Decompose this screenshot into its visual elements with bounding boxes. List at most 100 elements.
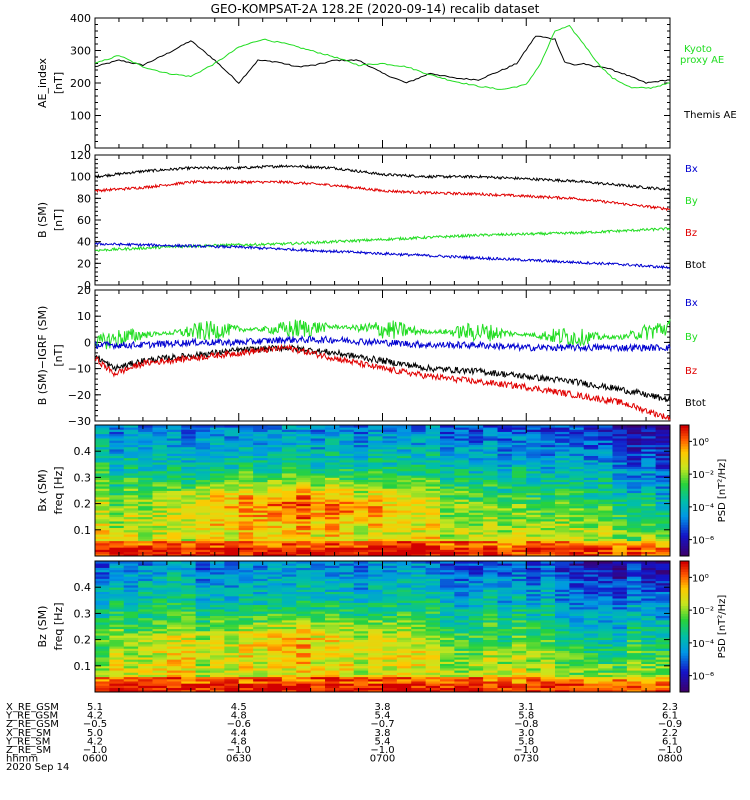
spectrogram-cell bbox=[95, 661, 110, 665]
spectrogram-cell bbox=[267, 449, 283, 452]
spectrogram-cell bbox=[238, 663, 254, 667]
spectrogram-cell bbox=[152, 477, 168, 480]
spectrogram-cell bbox=[497, 565, 513, 568]
spectrogram-cell bbox=[526, 490, 542, 494]
spectrogram-cell bbox=[267, 505, 283, 509]
spectrogram-cell bbox=[641, 486, 657, 489]
spectrogram-cell bbox=[210, 534, 225, 537]
spectrogram-cell bbox=[267, 578, 283, 582]
spectrogram-cell bbox=[152, 433, 168, 437]
spectrogram-cell bbox=[353, 593, 369, 597]
spectrogram-cell bbox=[224, 529, 240, 533]
spectrogram-cell bbox=[468, 606, 484, 610]
spectrogram-cell bbox=[396, 604, 412, 608]
spectrogram-cell bbox=[109, 687, 125, 691]
spectrogram-cell bbox=[569, 499, 585, 502]
spectrogram-cell bbox=[598, 444, 613, 448]
spectrogram-cell bbox=[224, 540, 240, 544]
spectrogram-cell bbox=[368, 440, 383, 443]
spectrogram-cell bbox=[454, 431, 470, 435]
spectrogram-cell bbox=[583, 477, 599, 480]
spectrogram-cell bbox=[641, 527, 657, 531]
spectrogram-cell bbox=[454, 453, 470, 456]
spectrogram-cell bbox=[224, 427, 240, 430]
spectrogram-cell bbox=[138, 685, 153, 689]
spectrogram-cell bbox=[368, 459, 383, 463]
spectrogram-cell bbox=[181, 488, 197, 491]
spectrogram-cell bbox=[396, 600, 412, 603]
spectrogram-cell bbox=[454, 582, 470, 586]
spectrogram-cell bbox=[497, 650, 513, 654]
spectrogram-cell bbox=[325, 540, 340, 544]
spectrogram-cell bbox=[468, 683, 484, 686]
spectrogram-cell bbox=[339, 585, 355, 588]
spectrogram-cell bbox=[569, 481, 585, 485]
spectrogram-cell bbox=[454, 685, 470, 689]
spectrogram-cell bbox=[109, 449, 125, 452]
spectrogram-cell bbox=[166, 685, 182, 689]
spectrogram-cell bbox=[281, 689, 297, 693]
spectrogram-cell bbox=[296, 529, 312, 533]
spectrogram-cell bbox=[396, 678, 412, 682]
y-tick-label: 0.2 bbox=[74, 498, 92, 511]
spectrogram-cell bbox=[468, 652, 484, 656]
spectrogram-cell bbox=[238, 606, 254, 610]
spectrogram-cell bbox=[138, 646, 153, 649]
spectrogram-cell bbox=[569, 440, 585, 443]
spectrogram-cell bbox=[555, 561, 570, 564]
spectrogram-cell bbox=[468, 576, 484, 579]
spectrogram-cell bbox=[368, 609, 383, 612]
spectrogram-cell bbox=[310, 438, 326, 441]
spectrogram-cell bbox=[109, 565, 125, 568]
spectrogram-cell bbox=[497, 503, 513, 507]
spectrogram-cell bbox=[281, 589, 297, 592]
spectrogram-cell bbox=[612, 449, 628, 452]
spectrogram-cell bbox=[440, 587, 455, 590]
spectrogram-cell bbox=[195, 615, 211, 619]
spectrogram-cell bbox=[382, 475, 398, 478]
spectrogram-cell bbox=[511, 547, 527, 550]
spectrogram-cell bbox=[353, 481, 369, 485]
spectrogram-cell bbox=[440, 674, 455, 678]
spectrogram-cell bbox=[152, 553, 168, 557]
spectrogram-cell bbox=[123, 516, 139, 520]
spectrogram-cell bbox=[497, 433, 513, 437]
spectrogram-cell bbox=[483, 615, 498, 619]
spectrogram-cell bbox=[339, 678, 355, 682]
spectrogram-cell bbox=[583, 462, 599, 465]
spectrogram-cell bbox=[497, 606, 513, 610]
spectrogram-cell bbox=[267, 466, 283, 470]
spectrogram-cell bbox=[224, 512, 240, 515]
spectrogram-cell bbox=[540, 589, 556, 592]
spectrogram-cell bbox=[296, 563, 312, 566]
spectrogram-cell bbox=[281, 585, 297, 588]
spectrogram-cell bbox=[238, 475, 254, 478]
spectrogram-cell bbox=[411, 652, 427, 656]
spectrogram-cell bbox=[339, 587, 355, 590]
spectrogram-cell bbox=[569, 626, 585, 630]
spectrogram-cell bbox=[655, 529, 671, 533]
spectrogram-cell bbox=[210, 442, 225, 446]
spectrogram-cell bbox=[454, 637, 470, 640]
spectrogram-cell bbox=[109, 593, 125, 597]
spectrogram-cell bbox=[526, 435, 542, 439]
spectrogram-cell bbox=[296, 542, 312, 546]
spectrogram-cell bbox=[382, 569, 398, 573]
spectrogram-cell bbox=[166, 598, 182, 601]
spectrogram-cell bbox=[483, 578, 498, 582]
spectrogram-cell bbox=[224, 429, 240, 432]
spectrogram-cell bbox=[138, 527, 153, 531]
spectrogram-cell bbox=[382, 464, 398, 467]
spectrogram-cell bbox=[224, 569, 240, 573]
spectrogram-cell bbox=[95, 654, 110, 658]
spectrogram-cell bbox=[382, 628, 398, 632]
spectrogram-cell bbox=[95, 670, 110, 673]
spectrogram-cell bbox=[310, 635, 326, 638]
spectrogram-cell bbox=[281, 481, 297, 485]
spectrogram-cell bbox=[281, 624, 297, 627]
spectrogram-cell bbox=[152, 459, 168, 463]
spectrogram-cell bbox=[296, 657, 312, 660]
spectrogram-cell bbox=[310, 446, 326, 450]
spectrogram-cell bbox=[138, 462, 153, 465]
spectrogram-cell bbox=[569, 457, 585, 461]
